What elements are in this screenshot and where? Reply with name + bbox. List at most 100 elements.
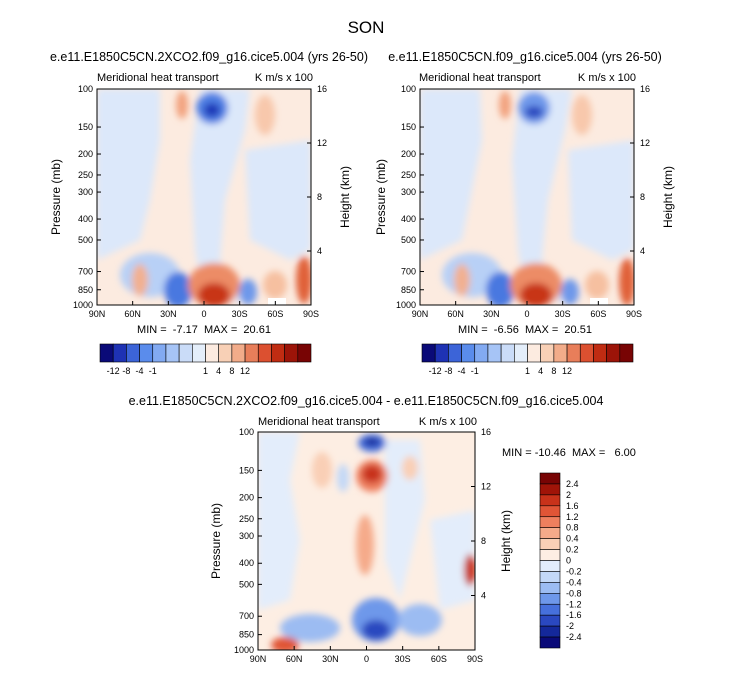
pos-region [572, 95, 592, 135]
y-right-tick-label: 8 [317, 192, 322, 202]
y-right-tick-label: 16 [640, 84, 650, 94]
colorbar-box [539, 472, 561, 485]
y-right-tick-label: 4 [481, 591, 486, 601]
x-tick-label: 90S [303, 309, 319, 319]
x-tick-label: 60N [286, 654, 303, 664]
colorbar-box [527, 343, 541, 363]
colorbar-label: 1 [203, 366, 208, 376]
y-tick-label: 850 [401, 285, 416, 295]
colorbar-label: -4 [458, 366, 466, 376]
pos-region [402, 456, 418, 480]
pos-region [585, 271, 609, 299]
y-tick-label: 700 [239, 611, 254, 621]
y-tick-label: 700 [401, 267, 416, 277]
y-right-tick-label: 8 [481, 536, 486, 546]
colorbar-label: -2.4 [566, 632, 582, 642]
colorbar-box [539, 483, 561, 496]
units-label: K m/s x 100 [255, 72, 313, 84]
colorbar-box [284, 343, 299, 363]
neg-region [430, 510, 475, 610]
x-tick-label: 60S [590, 309, 606, 319]
neg-region [525, 106, 543, 118]
neg-region [337, 464, 349, 492]
colorbar: 2.421.61.20.80.40.20-0.2-0.4-0.8-1.2-1.6… [539, 472, 582, 649]
colorbar-box [218, 343, 233, 363]
y-tick-label: 850 [239, 630, 254, 640]
y-axis-label: Pressure (mb) [209, 503, 223, 579]
y-tick-label: 250 [401, 170, 416, 180]
x-tick-label: 60N [447, 309, 464, 319]
panel-title: e.e11.E1850C5CN.f09_g16.cice5.004 (yrs 2… [388, 50, 662, 64]
y-tick-label: 400 [239, 558, 254, 568]
colorbar-box [152, 343, 167, 363]
colorbar-label: -1 [471, 366, 479, 376]
y-axis-label: Pressure (mb) [374, 159, 388, 235]
x-tick-label: 0 [201, 309, 206, 319]
contour-fill [97, 89, 311, 305]
units-label: K m/s x 100 [578, 72, 636, 84]
y-tick-label: 400 [78, 214, 93, 224]
neg-region [258, 432, 300, 610]
panel-title: e.e11.E1850C5CN.2XCO2.f09_g16.cice5.004 … [129, 394, 604, 408]
colorbar-box [539, 636, 561, 649]
colorbar-label: 0.2 [566, 545, 579, 555]
colorbar-label: -0.2 [566, 566, 582, 576]
y-right-tick-label: 8 [640, 192, 645, 202]
axes: 100 150 200 250 300 400 500 700 850 1000 16 12 8 4 90N… [234, 427, 491, 664]
colorbar-label: 1 [525, 366, 530, 376]
colorbar-label: -4 [136, 366, 144, 376]
pos-region [499, 91, 511, 119]
colorbar-box [434, 343, 449, 363]
colorbar-label: -1.2 [566, 599, 582, 609]
x-tick-label: 30N [160, 309, 177, 319]
colorbar-label: 0.4 [566, 534, 579, 544]
colorbar-box [126, 343, 140, 363]
colorbar: -12 -8 -4 -1 1 4 8 12 [99, 343, 312, 376]
colorbar-box [178, 343, 193, 363]
colorbar-box [421, 343, 436, 363]
x-tick-label: 30S [555, 309, 571, 319]
colorbar-box [539, 494, 561, 507]
colorbar-box [553, 343, 568, 363]
x-tick-label: 30S [395, 654, 411, 664]
y-right-tick-label: 16 [317, 84, 327, 94]
panel-title: e.e11.E1850C5CN.2XCO2.f09_g16.cice5.004 … [50, 50, 368, 64]
colorbar-box [539, 593, 561, 605]
colorbar-label: 1.6 [566, 501, 579, 511]
colorbar-label: -1 [149, 366, 157, 376]
x-tick-label: 30S [232, 309, 248, 319]
y-tick-label: 400 [401, 214, 416, 224]
colorbar-box [297, 343, 312, 363]
colorbar-box [205, 343, 219, 363]
colorbar-label: 2 [566, 490, 571, 500]
pos-region [454, 264, 470, 296]
y-right-axis-label: Height (km) [661, 166, 675, 228]
colorbar-label: -2 [566, 621, 574, 631]
axes: 100 150 200 250 300 400 500 700 850 1000 16 12 8 4 90N… [73, 84, 327, 319]
colorbar-box [500, 343, 515, 363]
neg-region [398, 604, 442, 636]
pos-region [198, 283, 230, 305]
neg-region [280, 614, 340, 642]
x-tick-label: 90S [467, 654, 483, 664]
x-tick-label: 60N [124, 309, 141, 319]
colorbar-label: 4 [538, 366, 543, 376]
colorbar-box [487, 343, 502, 363]
colorbar-box [139, 343, 154, 363]
colorbar-box [271, 343, 285, 363]
colorbar-box [540, 343, 555, 363]
y-right-axis-label: Height (km) [499, 510, 513, 572]
min-max-label: MIN = -10.46 MAX = 6.00 [502, 447, 636, 459]
colorbar-box [448, 343, 462, 363]
pos-region [312, 452, 332, 488]
colorbar-box [257, 343, 272, 363]
colorbar-box [165, 343, 180, 363]
x-tick-label: 0 [364, 654, 369, 664]
pos-region [263, 271, 287, 299]
y-tick-label: 250 [78, 170, 93, 180]
min-max-label: MIN = -7.17 MAX = 20.61 [137, 324, 271, 336]
y-tick-label: 300 [401, 187, 416, 197]
colorbar-box [606, 343, 621, 363]
min-max-label: MIN = -6.56 MAX = 20.51 [458, 324, 592, 336]
